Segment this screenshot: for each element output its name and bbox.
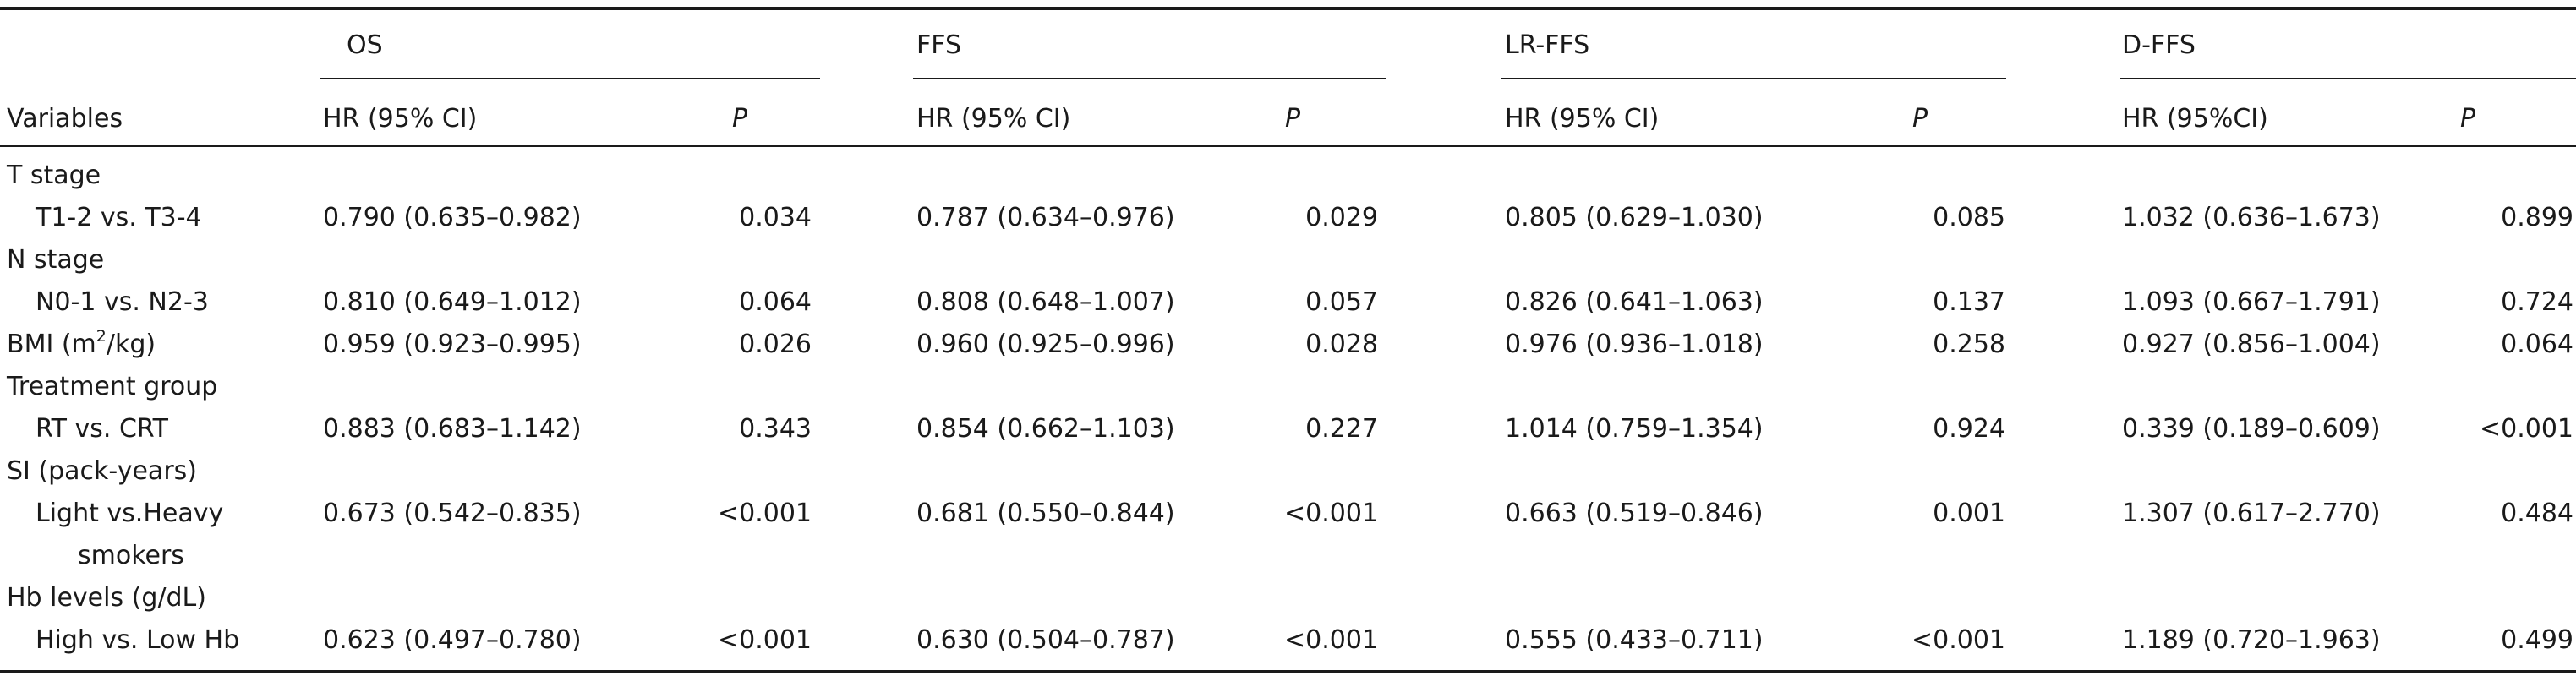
hr-value: 0.805 (0.629–1.030) [1505,203,1764,232]
hr-value: 0.681 (0.550–0.844) [916,499,1175,528]
p-value: <0.001 [2479,414,2573,444]
p-value: 0.085 [1933,203,2005,232]
hr-value: 0.623 (0.497–0.780) [323,625,582,655]
hr-value: 1.189 (0.720–1.963) [2122,625,2381,655]
hr-value: 0.339 (0.189–0.609) [2122,414,2381,444]
hr-value: 0.555 (0.433–0.711) [1505,625,1764,655]
hr-value: 1.014 (0.759–1.354) [1505,414,1764,444]
group-label-lr-ffs: LR-FFS [1505,30,1590,60]
p-value: <0.001 [1283,625,1378,655]
header-p-d-ffs: P [2460,104,2476,134]
os-group-rule [320,78,820,79]
lr-ffs-group-rule [1501,78,2006,79]
hr-value: 0.826 (0.641–1.063) [1505,287,1764,317]
p-value: 0.028 [1305,330,1378,359]
p-value: 0.899 [2501,203,2573,232]
p-value: 0.499 [2501,625,2573,655]
row-label: T1-2 vs. T3-4 [36,203,202,232]
hr-value: 0.959 (0.923–0.995) [323,330,582,359]
hr-value: 0.673 (0.542–0.835) [323,499,582,528]
row-label: RT vs. CRT [36,414,168,444]
p-value: 0.057 [1305,287,1378,317]
table-bottom-rule [0,670,2576,673]
ffs-group-rule [913,78,1386,79]
header-p-os: P [732,104,748,134]
p-value: <0.001 [717,625,812,655]
p-value: 0.034 [739,203,812,232]
p-value: 0.137 [1933,287,2005,317]
group-label-ffs: FFS [916,30,962,60]
header-hr-ffs: HR (95% CI) [916,104,1071,134]
p-value: 0.258 [1933,330,2005,359]
row-category-label: N stage [7,245,105,275]
header-hr-os: HR (95% CI) [323,104,478,134]
p-value: 0.343 [739,414,812,444]
row-label: N0-1 vs. N2-3 [36,287,209,317]
row-label-continuation: smokers [78,541,184,570]
row-category-label: Treatment group [7,372,218,401]
p-value: 0.724 [2501,287,2573,317]
hr-value: 0.854 (0.662–1.103) [916,414,1175,444]
p-value: 0.001 [1933,499,2005,528]
p-value: 0.026 [739,330,812,359]
row-category-label: SI (pack-years) [7,456,197,486]
p-value: 0.924 [1933,414,2005,444]
p-value: 0.029 [1305,203,1378,232]
hr-value: 0.663 (0.519–0.846) [1505,499,1764,528]
hr-value: 1.307 (0.617–2.770) [2122,499,2381,528]
bmi-superscript: 2 [96,327,107,346]
hr-value: 0.630 (0.504–0.787) [916,625,1175,655]
hr-value: 0.976 (0.936–1.018) [1505,330,1764,359]
row-category-label: T stage [7,161,101,190]
p-value: <0.001 [717,499,812,528]
header-hr-lr-ffs: HR (95% CI) [1505,104,1660,134]
hr-value: 0.883 (0.683–1.142) [323,414,582,444]
hr-value: 0.927 (0.856–1.004) [2122,330,2381,359]
p-value: 0.227 [1305,414,1378,444]
d-ffs-group-rule [2120,78,2576,79]
group-label-os: OS [347,30,383,60]
p-value: 0.484 [2501,499,2573,528]
header-p-ffs: P [1285,104,1301,134]
table-top-rule [0,7,2576,10]
table-header-rule [0,145,2576,147]
row-label: Light vs.Heavy [36,499,224,528]
header-variables: Variables [7,104,123,134]
p-value: <0.001 [1911,625,2005,655]
hr-value: 0.787 (0.634–0.976) [916,203,1175,232]
p-value: 0.064 [2501,330,2573,359]
hr-value: 0.790 (0.635–0.982) [323,203,582,232]
header-hr-d-ffs: HR (95%CI) [2122,104,2268,134]
header-p-lr-ffs: P [1912,104,1928,134]
hr-value: 0.810 (0.649–1.012) [323,287,582,317]
row-label-bmi: BMI (m2/kg) [7,327,156,360]
group-label-d-ffs: D-FFS [2122,30,2196,60]
hr-value: 1.032 (0.636–1.673) [2122,203,2381,232]
hr-value: 1.093 (0.667–1.791) [2122,287,2381,317]
hr-value: 0.808 (0.648–1.007) [916,287,1175,317]
p-value: <0.001 [1283,499,1378,528]
row-label: High vs. Low Hb [36,625,240,655]
p-value: 0.064 [739,287,812,317]
hr-value: 0.960 (0.925–0.996) [916,330,1175,359]
row-category-label: Hb levels (g/dL) [7,583,206,613]
